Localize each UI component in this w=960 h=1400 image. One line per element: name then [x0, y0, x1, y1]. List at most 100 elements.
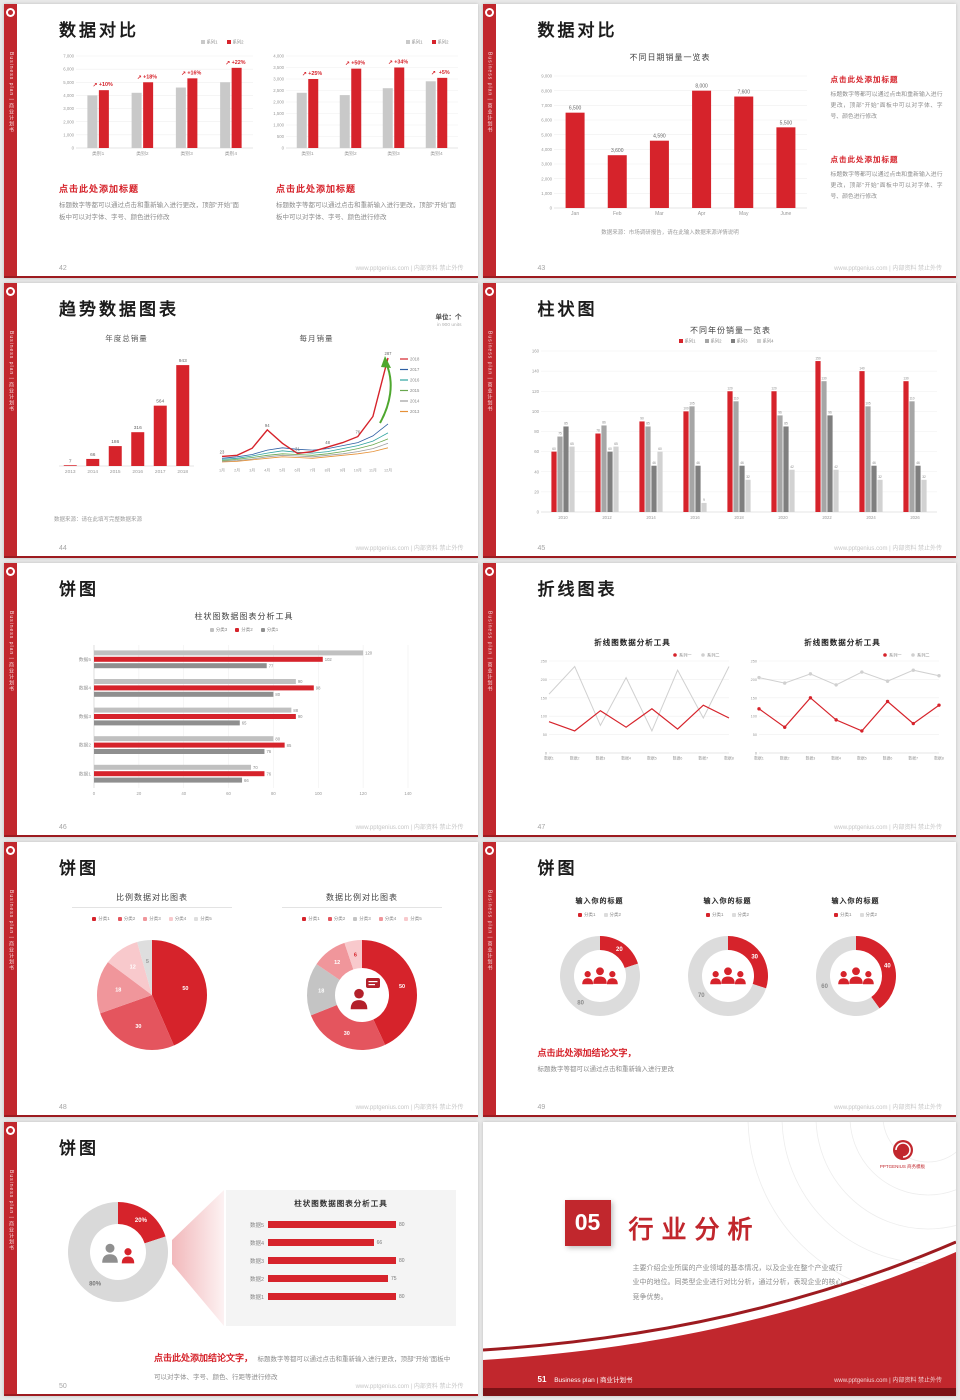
svg-text:+5%: +5%: [439, 70, 450, 76]
svg-text:100: 100: [540, 714, 546, 718]
bottom-accent-line: [4, 1393, 478, 1396]
bottom-accent-line: [482, 276, 956, 279]
watermark: www.pptgenius.com | 内部资料 禁止外传: [355, 545, 464, 552]
svg-text:32: 32: [746, 475, 750, 479]
svg-text:8,000: 8,000: [695, 84, 708, 90]
bottom-accent-line: [4, 835, 478, 838]
svg-text:系列1: 系列1: [207, 39, 219, 46]
svg-text:0: 0: [93, 791, 96, 796]
svg-text:1,000: 1,000: [63, 132, 74, 137]
svg-text:4,000: 4,000: [63, 93, 74, 98]
chapter-title: 行业分析: [628, 1215, 761, 1244]
svg-text:2月: 2月: [234, 468, 240, 473]
side-strip: Business plan | 商业计划书: [4, 842, 17, 1117]
sales-bar-chart: 9,000 8,000 7,000 6,000 5,000 4,000 3,000 2,000…: [541, 74, 807, 217]
slide-45[interactable]: Business plan | 商业计划书 柱状图 不同年份销量一览表 160 1…: [482, 283, 956, 558]
svg-text:Apr: Apr: [697, 211, 705, 217]
panel-bars: 数据5 80 数据4 66 数据3 80 数据2 75 数据1 80: [238, 1216, 444, 1306]
slide-43[interactable]: Business plan | 商业计划书 数据对比 不同日期销量一览表 9,0…: [482, 4, 956, 279]
svg-text:3,500: 3,500: [273, 65, 284, 70]
text-block: 点击此处添加标题 标题数字等都可以通过点击和重新输入进行更改，顶部“开始”面板中…: [276, 182, 456, 225]
svg-text:85: 85: [564, 422, 568, 426]
svg-text:0: 0: [754, 751, 756, 755]
svg-text:110: 110: [909, 397, 914, 401]
svg-text:1,000: 1,000: [273, 123, 284, 128]
svg-text:46: 46: [872, 461, 876, 465]
chart-legend: 分类1 分类2: [791, 912, 921, 918]
slide-46[interactable]: Business plan | 商业计划书 饼图 柱状图数据图表分析工具 分类3…: [4, 562, 478, 838]
strip-vertical-text: Business plan | 商业计划书: [486, 890, 493, 972]
slide-title: 数据对比: [59, 21, 139, 40]
svg-text:100: 100: [683, 407, 689, 411]
slide-42[interactable]: Business plan | 商业计划书 数据对比 7,000 6,000 5,0…: [4, 4, 478, 279]
svg-text:系列二: 系列二: [707, 651, 720, 658]
brand-logo-icon: [484, 846, 494, 856]
svg-text:7月: 7月: [310, 468, 316, 473]
svg-text:200: 200: [540, 678, 546, 682]
svg-text:2010: 2010: [558, 515, 568, 520]
slide-number: 50: [59, 1382, 67, 1390]
donut-chart-2: 30 70: [687, 936, 768, 1017]
svg-text:数据3: 数据3: [805, 755, 815, 760]
chart-title: 每月销量: [299, 334, 334, 344]
svg-text:2013: 2013: [65, 469, 76, 475]
svg-text:20: 20: [136, 791, 141, 796]
svg-text:31: 31: [295, 447, 300, 452]
panel-title: 柱状图数据图表分析工具: [294, 1198, 388, 1208]
slide-47[interactable]: Business plan | 商业计划书 折线图表 折线图数据分析工具 250…: [482, 562, 956, 838]
svg-text:186: 186: [111, 439, 119, 445]
svg-text:250: 250: [540, 659, 546, 663]
svg-text:↗: ↗: [302, 72, 307, 78]
svg-text:数据4: 数据4: [621, 755, 631, 760]
chart-title: 折线图数据分析工具: [594, 637, 671, 647]
svg-text:12月: 12月: [384, 468, 392, 473]
svg-text:2018: 2018: [734, 515, 744, 520]
svg-text:46: 46: [916, 461, 920, 465]
block-body: 标题数字等都可以通过点击和重新输入进行更改，顶部“开始”面板中可以对字体、字号、…: [830, 92, 943, 120]
svg-text:6,000: 6,000: [63, 67, 74, 72]
svg-text:+25%: +25%: [308, 71, 322, 77]
brand-logo-icon: [6, 1125, 15, 1135]
svg-text:数据1: 数据1: [79, 770, 92, 777]
svg-text:76: 76: [266, 771, 271, 776]
strip-vertical-text: Business plan | 商业计划书: [486, 331, 493, 413]
svg-text:数据2: 数据2: [779, 755, 789, 760]
svg-text:类别4: 类别4: [430, 150, 443, 157]
slide-44[interactable]: Business plan | 商业计划书 趋势数据图表 单位：个 in 900…: [4, 283, 478, 558]
svg-text:60: 60: [608, 447, 612, 451]
slide-title: 饼图: [59, 859, 99, 879]
svg-text:76: 76: [355, 430, 360, 435]
conclusion-block: 点击此处添加结论文字， 标题数字等都可以通过点击和重新输入进行更改: [538, 1046, 898, 1076]
svg-text:80: 80: [275, 736, 280, 741]
svg-text:2020: 2020: [778, 515, 788, 520]
svg-text:2016: 2016: [132, 469, 143, 475]
slide-51-section-divider[interactable]: PPTGENIUS 商务模板 05 行业分析 主要介绍企业所属的产业领域的基本情…: [482, 1121, 956, 1396]
svg-text:110: 110: [733, 397, 738, 401]
svg-text:数据6: 数据6: [882, 755, 892, 760]
svg-text:2018: 2018: [177, 469, 188, 475]
svg-text:↗: ↗: [431, 71, 436, 77]
svg-text:160: 160: [531, 349, 539, 354]
slide-49[interactable]: Business plan | 商业计划书 饼图 输入你的标题 分类1 分类2 2…: [482, 842, 956, 1117]
svg-text:140: 140: [404, 791, 412, 796]
svg-text:数据4: 数据4: [831, 755, 841, 760]
svg-text:数据4: 数据4: [79, 684, 92, 691]
svg-text:20: 20: [534, 490, 539, 495]
svg-text:数据2: 数据2: [569, 755, 579, 760]
slide-50[interactable]: Business plan | 商业计划书 饼图 20% 80% 柱状图数据图表分…: [4, 1121, 478, 1396]
watermark: www.pptgenius.com | 内部资料 禁止外传: [355, 1383, 464, 1390]
svg-text:3,000: 3,000: [273, 77, 284, 82]
svg-text:1,000: 1,000: [541, 191, 552, 196]
svg-text:1月: 1月: [219, 468, 225, 473]
watermark: www.pptgenius.com | 内部资料 禁止外传: [834, 825, 942, 832]
svg-text:120: 120: [365, 650, 373, 655]
slide-48[interactable]: Business plan | 商业计划书 饼图 比例数据对比图表 分类1 分类2…: [4, 842, 478, 1117]
chart-legend: 分类1 分类2 分类3 分类4 分类5: [262, 916, 462, 922]
svg-text:↗: ↗: [345, 62, 350, 68]
svg-text:20%: 20%: [135, 1218, 148, 1224]
svg-text:系列二: 系列二: [917, 651, 930, 658]
svg-text:数据1: 数据1: [544, 755, 554, 760]
slide-number: 51: [537, 1374, 547, 1384]
svg-text:2017: 2017: [155, 469, 166, 475]
